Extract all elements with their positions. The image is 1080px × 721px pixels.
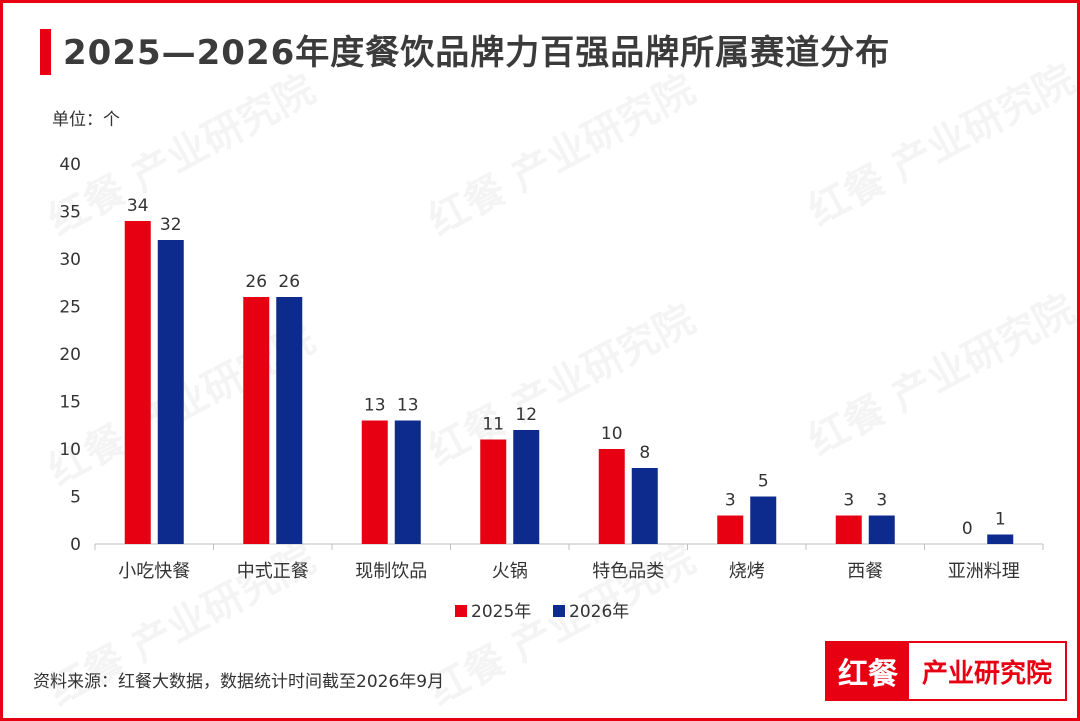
data-label: 26 xyxy=(278,272,300,292)
bar xyxy=(631,468,658,544)
bar xyxy=(124,221,151,544)
legend-swatch xyxy=(553,605,565,617)
bar xyxy=(868,515,895,544)
data-label: 5 xyxy=(758,472,769,492)
bar xyxy=(750,496,777,544)
data-label: 34 xyxy=(127,196,149,216)
unit-label: 单位：个 xyxy=(52,110,120,130)
legend-label: 2026年 xyxy=(569,602,629,622)
legend-swatch xyxy=(455,605,467,617)
data-label: 13 xyxy=(397,396,419,416)
y-tick-label: 35 xyxy=(59,203,81,223)
y-tick-label: 0 xyxy=(70,535,81,555)
x-tick-label: 西餐 xyxy=(847,561,883,582)
bar xyxy=(243,297,270,544)
logo-mark: 红餐 xyxy=(827,643,909,699)
data-label: 10 xyxy=(601,424,623,444)
x-tick-label: 现制饮品 xyxy=(355,561,427,582)
data-label: 3 xyxy=(876,491,887,511)
x-tick-label: 烧烤 xyxy=(729,561,765,582)
y-tick-label: 20 xyxy=(59,345,81,365)
data-label: 32 xyxy=(160,215,182,235)
data-label: 13 xyxy=(364,396,386,416)
y-tick-label: 15 xyxy=(59,393,81,413)
data-label: 3 xyxy=(843,491,854,511)
y-tick-label: 25 xyxy=(59,298,81,318)
bar xyxy=(394,420,421,544)
y-tick-label: 40 xyxy=(59,155,81,175)
x-tick-label: 小吃快餐 xyxy=(118,561,190,582)
data-label: 26 xyxy=(245,272,267,292)
x-tick-label: 中式正餐 xyxy=(237,561,309,582)
x-tick-label: 火锅 xyxy=(492,561,528,582)
bar xyxy=(157,240,184,544)
x-tick-label: 特色品类 xyxy=(592,561,664,582)
data-label: 1 xyxy=(995,510,1006,530)
data-label: 3 xyxy=(725,491,736,511)
title-accent-bar xyxy=(40,29,51,75)
x-tick-label: 亚洲料理 xyxy=(948,561,1020,582)
data-label: 12 xyxy=(515,405,537,425)
chart-title: 2025—2026年度餐饮品牌力百强品牌所属赛道分布 xyxy=(63,33,891,73)
brand-logo: 红餐 产业研究院 xyxy=(825,641,1067,701)
y-tick-label: 30 xyxy=(59,250,81,270)
data-label: 8 xyxy=(639,443,650,463)
bar xyxy=(835,515,862,544)
bar xyxy=(480,439,507,544)
legend-label: 2025年 xyxy=(471,602,531,622)
source-note: 资料来源：红餐大数据，数据统计时间截至2026年9月 xyxy=(33,672,445,692)
data-label: 11 xyxy=(482,415,504,435)
y-tick-label: 5 xyxy=(70,488,81,508)
bar xyxy=(276,297,303,544)
y-tick-label: 10 xyxy=(59,440,81,460)
bar xyxy=(987,534,1014,544)
bar xyxy=(513,430,540,544)
logo-text: 产业研究院 xyxy=(921,658,1052,689)
bar xyxy=(717,515,744,544)
data-label: 0 xyxy=(962,519,973,539)
bar xyxy=(598,449,625,544)
bar xyxy=(361,420,388,544)
